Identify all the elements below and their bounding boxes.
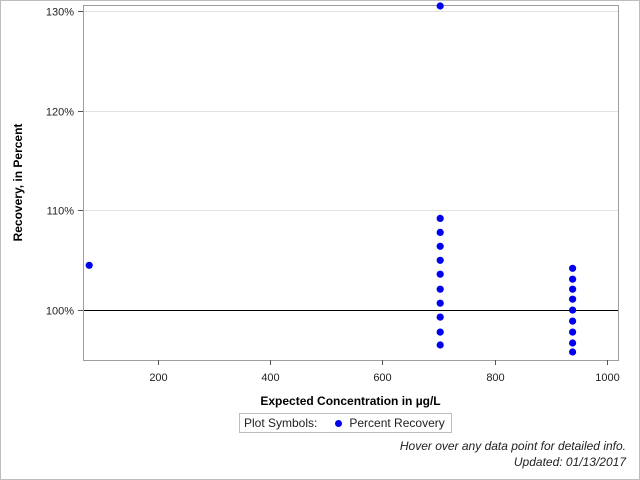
updated-date: Updated: 01/13/2017 — [513, 455, 626, 469]
data-point[interactable] — [569, 328, 577, 336]
data-point[interactable] — [436, 285, 444, 293]
x-tick-label: 400 — [261, 372, 279, 384]
data-point[interactable] — [569, 275, 577, 283]
data-point[interactable] — [436, 299, 444, 307]
data-point[interactable] — [569, 285, 577, 293]
y-tick-label: 120% — [46, 107, 74, 119]
data-point[interactable] — [569, 264, 577, 272]
data-point[interactable] — [569, 317, 577, 325]
grid-lines — [83, 11, 618, 311]
x-axis-title: Expected Concentration in µg/L — [260, 394, 440, 408]
x-tick-label: 600 — [373, 372, 391, 384]
legend: Plot Symbols: Percent Recovery — [239, 413, 452, 433]
data-point[interactable] — [436, 270, 444, 278]
data-point[interactable] — [569, 348, 577, 356]
axis-ticks: 100% 110% 120% 130% 200 400 600 800 1000 — [46, 7, 620, 385]
y-axis-title: Recovery, in Percent — [11, 124, 25, 242]
data-point[interactable] — [436, 214, 444, 222]
data-points — [85, 2, 577, 356]
y-tick-label: 100% — [46, 306, 74, 318]
data-point[interactable] — [436, 2, 444, 10]
hover-hint: Hover over any data point for detailed i… — [399, 439, 626, 453]
data-point[interactable] — [569, 295, 577, 303]
data-point[interactable] — [436, 242, 444, 250]
legend-series-label: Percent Recovery — [349, 416, 445, 430]
legend-title: Plot Symbols: — [244, 416, 318, 430]
data-point[interactable] — [569, 339, 577, 347]
data-point[interactable] — [436, 256, 444, 264]
data-point[interactable] — [85, 261, 93, 269]
y-tick-label: 110% — [47, 206, 75, 218]
y-tick-label: 130% — [46, 7, 74, 19]
x-tick-label: 800 — [486, 372, 504, 384]
data-point[interactable] — [436, 341, 444, 349]
footer: Hover over any data point for detailed i… — [400, 438, 626, 470]
plot-area — [83, 5, 619, 361]
x-tick-label: 1000 — [595, 372, 619, 384]
x-tick-label: 200 — [149, 372, 167, 384]
legend-marker-icon — [335, 419, 343, 427]
data-point[interactable] — [436, 313, 444, 321]
data-point[interactable] — [436, 328, 444, 336]
data-point[interactable] — [569, 306, 577, 314]
data-point[interactable] — [436, 228, 444, 236]
